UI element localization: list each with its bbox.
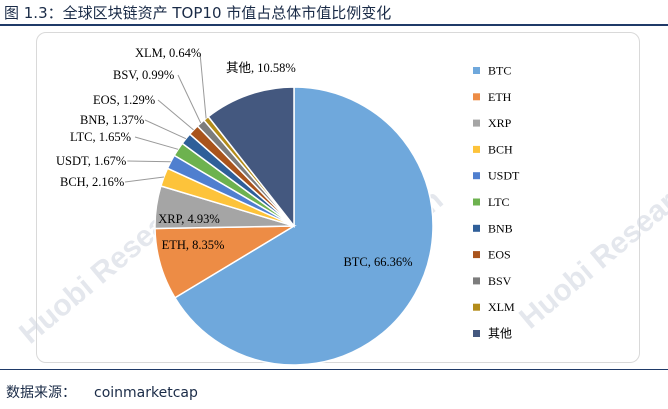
source-label: 数据来源：: [6, 385, 76, 401]
leader-line-eos: [157, 99, 194, 131]
slice-label-bnb: BNB, 1.37%: [80, 113, 144, 127]
legend-label-eth: ETH: [488, 90, 512, 104]
source-value: coinmarketcap: [94, 385, 198, 401]
legend-label-xrp: XRP: [488, 116, 512, 130]
legend-label-usdt: USDT: [488, 169, 520, 183]
leader-line-bsv: [177, 74, 202, 124]
watermark-text: Huobi Research: [513, 163, 668, 335]
slice-label-eth: ETH, 8.35%: [162, 238, 225, 252]
leader-line-bch: [124, 176, 164, 183]
legend-swatch-bch: [473, 145, 480, 153]
leader-line-usdt: [127, 160, 171, 163]
legend-swatch-ltc: [473, 198, 480, 206]
footer-rule: [0, 369, 668, 370]
legend-label-btc: BTC: [488, 64, 511, 78]
slice-label-xlm: XLM, 0.64%: [135, 46, 201, 60]
legend-swatch-other-10: [473, 330, 480, 337]
legend-swatch-bnb: [473, 224, 480, 232]
leader-lines: [124, 52, 207, 183]
slice-label-btc: BTC, 66.36%: [343, 255, 412, 269]
pie-slice-other-10: [207, 86, 295, 229]
slice-label-bch: BCH, 2.16%: [60, 175, 124, 189]
legend-swatch-eth: [473, 93, 480, 101]
legend-swatch-eos: [473, 251, 480, 259]
legend-label-ltc: LTC: [488, 195, 510, 209]
leader-line-xlm: [199, 52, 207, 119]
figure-title: 图 1.3：全球区块链资产 TOP10 市值占总体市值比例变化: [4, 4, 392, 22]
slice-label-bsv: BSV, 0.99%: [113, 68, 174, 82]
slice-label-xrp: XRP, 4.93%: [158, 212, 219, 226]
pie-slices: [154, 86, 434, 366]
legend-label-other-10: 其他: [488, 327, 512, 341]
legend-swatch-xrp: [473, 119, 480, 127]
legend: BTC ETH XRP BCH USDT LTC BNB EOS BSV XLM 其他: [473, 64, 520, 341]
legend-label-bsv: BSV: [488, 274, 512, 288]
title-rule: [0, 24, 668, 26]
legend-label-bch: BCH: [488, 142, 513, 156]
legend-swatch-btc: [473, 67, 480, 74]
slice-label-other-10: 其他, 10.58%: [226, 61, 296, 75]
slice-label-ltc: LTC, 1.65%: [70, 130, 131, 144]
legend-label-xlm: XLM: [488, 300, 515, 314]
pie-slice-btc: [173, 86, 434, 366]
legend-label-eos: EOS: [488, 248, 511, 262]
source-note: 数据来源： coinmarketcap: [6, 382, 198, 402]
legend-label-bnb: BNB: [488, 221, 513, 235]
slice-label-usdt: USDT, 1.67%: [56, 154, 126, 168]
slice-labels: BTC, 66.36% ETH, 8.35% XRP, 4.93% BCH, 2.16…: [56, 46, 413, 269]
leader-line-ltc: [134, 136, 179, 150]
slice-label-eos: EOS, 1.29%: [93, 93, 155, 107]
legend-swatch-bsv: [473, 277, 480, 285]
leader-line-bnb: [144, 119, 187, 140]
legend-swatch-xlm: [473, 303, 480, 311]
legend-swatch-usdt: [473, 172, 480, 180]
